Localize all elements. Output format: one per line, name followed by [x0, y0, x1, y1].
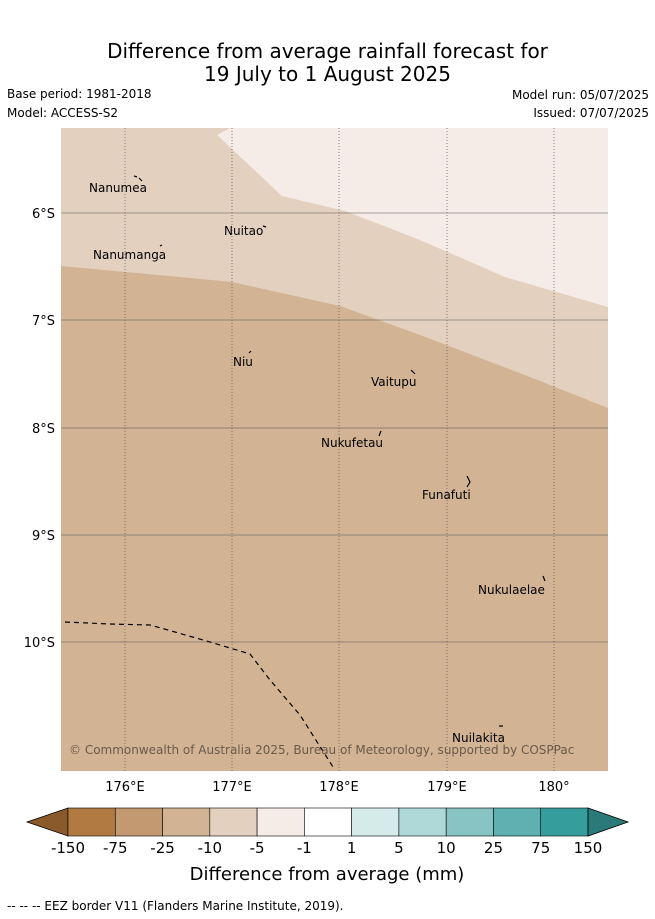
model-text: Model: ACCESS-S2 [7, 106, 119, 120]
lon-label-180: 180° [538, 780, 569, 795]
colorbar-segment [256, 807, 305, 837]
lat-label-6s: 6°S [32, 207, 55, 222]
latitude-gridlines [61, 212, 608, 643]
colorbar-tick-label: -1 [297, 839, 312, 857]
base-period-text: Base period: 1981-2018 [7, 87, 152, 101]
lon-label-179e: 179°E [427, 780, 467, 795]
colorbar-tick-label: 25 [484, 839, 503, 857]
colorbar-segment [493, 807, 542, 837]
island-vaitupu [410, 369, 416, 375]
title-line-2: 19 July to 1 August 2025 [204, 62, 451, 86]
lat-label-10s: 10°S [24, 636, 55, 651]
longitude-labels: 176°E 177°E 178°E 179°E 180° [105, 780, 569, 795]
rainfall-fill-light [217, 128, 608, 307]
lon-label-177e: 177°E [212, 780, 252, 795]
place-label-nukufetau: Nukufetau [321, 436, 383, 450]
island-funafuti [466, 475, 471, 488]
colorbar-tick-label: 75 [531, 839, 550, 857]
colorbar-labels: -150 -75 -25 -10 -5 -1 1 5 10 25 75 150 [51, 839, 602, 857]
title-line-1: Difference from average rainfall forecas… [107, 39, 548, 63]
lat-label-9s: 9°S [32, 529, 55, 544]
colorbar-tick-label: -5 [250, 839, 265, 857]
colorbar-tick-label: -75 [103, 839, 128, 857]
colorbar [25, 807, 630, 837]
eez-footnote: -- -- -- EEZ border V11 (Flanders Marine… [7, 899, 344, 913]
colorbar-tick-label: 5 [394, 839, 404, 857]
place-label-nanumanga: Nanumanga [93, 248, 166, 262]
place-label-funafuti: Funafuti [422, 488, 471, 502]
place-label-vaitupu: Vaitupu [371, 375, 417, 389]
colorbar-segment [445, 807, 494, 837]
colorbar-extend-low [25, 807, 69, 837]
lon-label-176e: 176°E [105, 780, 145, 795]
colorbar-tick-label: 10 [437, 839, 456, 857]
colorbar-segment [67, 807, 116, 837]
lat-label-8s: 8°S [32, 422, 55, 437]
islands [133, 175, 546, 727]
colorbar-tick-label: 150 [574, 839, 603, 857]
colorbar-title: Difference from average (mm) [190, 864, 465, 885]
colorbar-segment [540, 807, 589, 837]
lat-label-7s: 7°S [32, 314, 55, 329]
colorbar-segment [351, 807, 400, 837]
island-niu [248, 350, 252, 354]
longitude-gridlines [124, 128, 555, 771]
colorbar-tick-label: -10 [198, 839, 223, 857]
island-nukufetau [378, 430, 382, 437]
place-labels: Nanumea Nuitao Nanumanga Niu Vaitupu Nuk… [89, 181, 545, 745]
island-nukulaelae [542, 575, 546, 582]
latitude-labels: 6°S 7°S 8°S 9°S 10°S [24, 207, 55, 651]
colorbar-segment [398, 807, 447, 837]
colorbar-extend-high [587, 807, 630, 837]
place-label-nuitao: Nuitao [224, 224, 263, 238]
map-title: Difference from average rainfall forecas… [0, 40, 655, 86]
place-label-niu: Niu [233, 355, 253, 369]
copyright-text: © Commonwealth of Australia 2025, Bureau… [69, 743, 574, 757]
eez-border [64, 621, 334, 768]
model-run-text: Model run: 05/07/2025 [511, 88, 649, 102]
island-nanumanga [159, 244, 163, 247]
lon-label-178e: 178°E [319, 780, 359, 795]
place-label-nukulaelae: Nukulaelae [478, 583, 545, 597]
island-nanumea [133, 175, 143, 182]
colorbar-segment [162, 807, 211, 837]
place-label-nanumea: Nanumea [89, 181, 147, 195]
colorbar-tick-label: 1 [347, 839, 357, 857]
island-nuitao [262, 225, 267, 228]
map-panel: Nanumea Nuitao Nanumanga Niu Vaitupu Nuk… [61, 128, 608, 771]
colorbar-tick-label: -150 [51, 839, 85, 857]
colorbar-segment [209, 807, 258, 837]
place-label-nuilakita: Nuilakita [452, 731, 505, 745]
colorbar-tick-label: -25 [150, 839, 175, 857]
issued-text: Issued: 07/07/2025 [533, 106, 649, 120]
colorbar-segment [114, 807, 163, 837]
colorbar-segment [304, 807, 352, 837]
